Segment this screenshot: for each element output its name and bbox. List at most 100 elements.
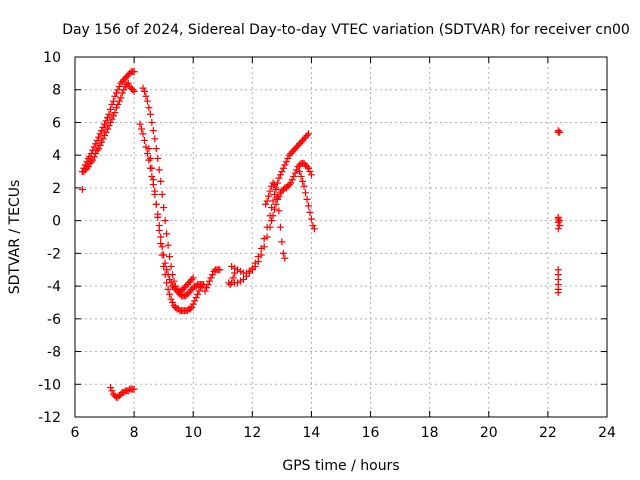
data-point (293, 166, 301, 174)
data-point (93, 136, 101, 144)
data-point (115, 392, 123, 400)
data-point (282, 158, 290, 166)
data-point (309, 222, 317, 230)
x-tick-label: 16 (362, 425, 380, 441)
data-point (81, 166, 89, 174)
data-point (92, 140, 100, 148)
data-point (229, 274, 237, 282)
data-point (167, 262, 175, 270)
data-point (228, 262, 236, 270)
data-point (303, 195, 311, 203)
data-point (105, 110, 113, 118)
series-arc-C-spike (262, 179, 289, 262)
data-point (145, 104, 153, 112)
data-point (273, 194, 281, 202)
data-point (272, 186, 280, 194)
data-point (198, 282, 206, 290)
data-point (271, 190, 278, 198)
data-point (129, 86, 137, 94)
data-point (170, 302, 178, 310)
data-point (123, 81, 131, 89)
data-point (123, 73, 131, 81)
series-arc-B-tail (201, 266, 224, 295)
y-tick-label: 6 (52, 115, 61, 131)
data-point (237, 267, 245, 275)
data-point (242, 269, 250, 277)
data-point (108, 387, 116, 395)
data-point (284, 182, 292, 190)
x-tick-label: 22 (539, 425, 557, 441)
data-point (228, 279, 236, 287)
data-point (98, 138, 106, 146)
data-point (106, 384, 114, 392)
data-point (117, 94, 125, 102)
data-point (170, 277, 178, 285)
data-point (205, 277, 213, 285)
data-point (263, 233, 271, 241)
data-point (80, 168, 88, 176)
data-point (234, 279, 242, 287)
data-point (203, 284, 211, 292)
data-point (192, 294, 200, 302)
data-point (302, 133, 310, 141)
data-point (138, 125, 145, 133)
data-point (296, 161, 304, 169)
data-point (260, 243, 268, 251)
series-arc-A-lower (78, 79, 138, 176)
data-point (556, 217, 564, 225)
data-point (288, 148, 296, 156)
y-tick-label: -6 (47, 312, 61, 328)
data-point (186, 277, 194, 285)
data-point (304, 130, 312, 138)
data-point (299, 177, 307, 185)
data-point (271, 205, 278, 213)
data-point (269, 197, 277, 205)
data-point (140, 136, 148, 144)
data-point (269, 179, 277, 187)
y-tick-label: -8 (47, 345, 61, 361)
data-point (281, 161, 289, 169)
data-point (251, 259, 259, 267)
data-point (161, 259, 169, 267)
x-tick-label: 24 (598, 425, 616, 441)
data-point (106, 118, 114, 126)
data-point (157, 177, 165, 185)
data-point (306, 168, 314, 176)
data-point (102, 117, 110, 125)
data-point (299, 136, 307, 144)
data-point (90, 153, 98, 161)
data-point (300, 182, 308, 190)
data-point (111, 92, 119, 100)
data-point (121, 74, 129, 82)
data-point (556, 128, 564, 136)
data-point (278, 187, 286, 195)
data-point (188, 303, 196, 311)
data-point (169, 298, 177, 306)
data-point (95, 133, 103, 141)
data-point (142, 143, 150, 151)
plot-frame (74, 56, 608, 418)
data-point (157, 233, 165, 241)
data-point (83, 164, 91, 172)
data-point (140, 87, 148, 95)
data-point (163, 266, 171, 274)
data-point (554, 213, 562, 221)
data-point (180, 284, 188, 292)
x-axis-title: GPS time / hours (282, 458, 399, 474)
data-point (183, 290, 191, 298)
data-point (127, 84, 135, 92)
data-point (279, 249, 287, 257)
data-point (124, 387, 132, 395)
data-point (285, 151, 293, 159)
data-point (188, 276, 196, 284)
data-point (290, 172, 298, 180)
data-point (109, 97, 117, 105)
data-point (278, 168, 286, 176)
data-point (84, 163, 92, 171)
data-point (272, 200, 280, 208)
x-tick-label: 10 (184, 425, 202, 441)
data-point (260, 235, 268, 243)
data-point (166, 276, 174, 284)
data-point (189, 274, 197, 282)
